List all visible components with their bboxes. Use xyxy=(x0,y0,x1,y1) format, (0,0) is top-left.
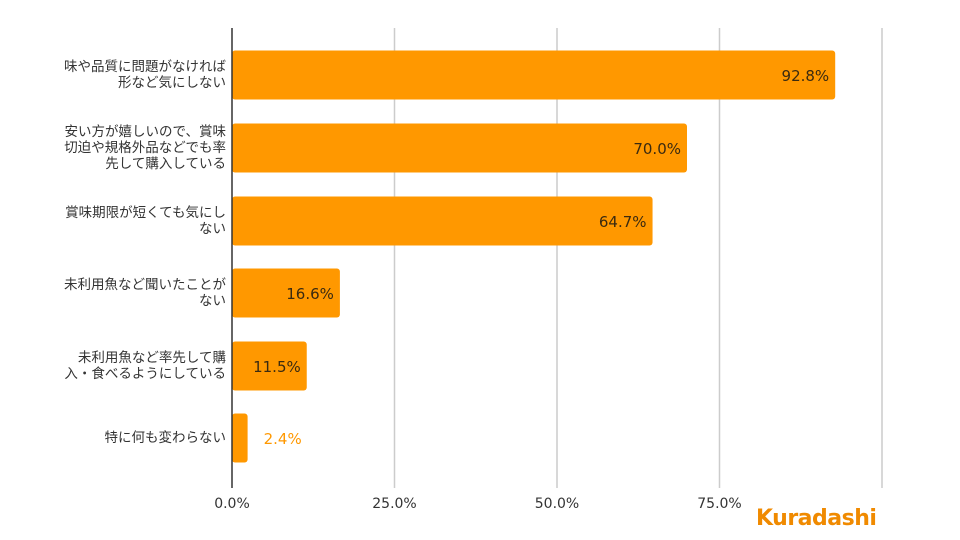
data-label: 16.6% xyxy=(286,285,334,303)
data-label: 92.8% xyxy=(782,67,830,85)
data-label: 2.4% xyxy=(264,430,302,448)
bar-series xyxy=(232,50,836,463)
bar xyxy=(232,413,248,463)
category-label: 味や品質に問題がなければ形など気にしない xyxy=(64,59,226,91)
x-axis-ticks: 0.0% 25.0% 50.0% 75.0% xyxy=(214,496,742,512)
category-label: 安い方が嬉しいので、賞味切迫や規格外品などでも率先して購入している xyxy=(64,124,226,172)
value-labels: 92.8% 70.0% 64.7% 16.6% 11.5% 2.4% xyxy=(253,67,829,448)
bar xyxy=(232,123,687,173)
bar xyxy=(232,50,836,100)
data-label: 11.5% xyxy=(253,358,301,376)
x-tick-label: 0.0% xyxy=(214,496,250,512)
x-tick-label: 75.0% xyxy=(697,496,741,512)
bar xyxy=(232,268,340,318)
data-label: 70.0% xyxy=(633,140,681,158)
category-label: 賞味期限が短くても気にしない xyxy=(65,205,226,237)
kuradashi-logo: Kuradashi xyxy=(756,506,877,531)
category-label: 特に何も変わらない xyxy=(104,430,227,446)
bar xyxy=(232,196,653,246)
category-label: 未利用魚など聞いたことがない xyxy=(64,277,226,309)
bar xyxy=(232,341,307,391)
x-tick-label: 50.0% xyxy=(535,496,579,512)
x-tick-label: 25.0% xyxy=(372,496,416,512)
category-label: 未利用魚など率先して購入・食べるようにしている xyxy=(64,350,226,382)
gridlines xyxy=(393,28,883,488)
data-label: 64.7% xyxy=(599,213,647,231)
